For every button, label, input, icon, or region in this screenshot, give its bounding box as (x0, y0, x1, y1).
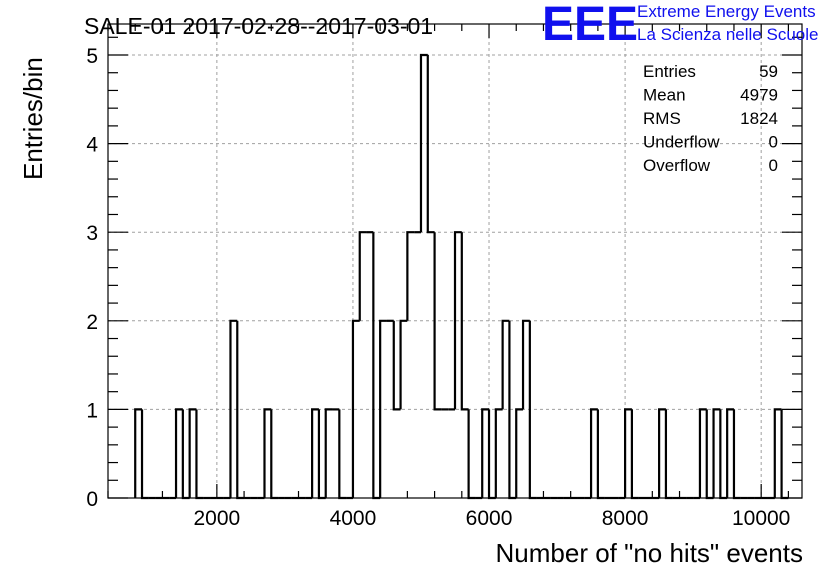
histogram-bin (780, 409, 789, 500)
histogram-bin (698, 408, 707, 498)
chart-title: SALE-01 2017-02-28--2017-03-01 (84, 13, 433, 39)
histogram-layer (134, 53, 789, 500)
histogram-bin (399, 319, 408, 410)
histogram-bin (433, 232, 442, 411)
stat-value: 59 (759, 62, 778, 81)
eee-logo: EEE Extreme Energy Events La Scienza nel… (542, 0, 818, 51)
histogram-bin (494, 408, 503, 498)
histogram-bin (453, 231, 462, 410)
histogram-bin (188, 408, 197, 498)
histogram-bin (623, 408, 632, 498)
histogram-bin (419, 53, 428, 233)
histogram-bin (589, 408, 598, 498)
stat-label: Overflow (643, 156, 711, 175)
histogram-bin (195, 409, 204, 500)
histogram-bin (664, 409, 673, 500)
histogram-bin (732, 409, 741, 500)
x-tick-label: 8000 (602, 507, 649, 530)
histogram-bin (338, 409, 347, 500)
histogram-bin (630, 409, 639, 500)
histogram-bin (174, 408, 183, 498)
grid-lines (108, 24, 802, 498)
y-tick-label: 0 (86, 488, 98, 511)
histogram-bin (426, 55, 435, 234)
x-axis-label: Number of "no hits" events (496, 538, 804, 568)
stat-value: 4979 (740, 86, 778, 105)
logo-line-2: La Scienza nelle Scuole (637, 25, 818, 44)
plot-frame (107, 23, 803, 499)
histogram-bin (229, 319, 238, 498)
histogram-bin (263, 408, 272, 498)
x-tick-label: 10000 (732, 507, 790, 530)
histogram-bin (596, 409, 605, 500)
histogram-bin (358, 231, 367, 321)
stat-label: Underflow (643, 133, 720, 152)
histogram-bin (140, 409, 149, 500)
histogram-bin (270, 409, 279, 500)
histogram-bin (351, 319, 360, 498)
x-tick-label: 6000 (466, 507, 513, 530)
stat-label: Mean (643, 86, 686, 105)
y-tick-label: 3 (86, 222, 98, 245)
axes: 2000 4000 6000 8000 10000 0 1 2 3 4 5 (86, 24, 802, 530)
histogram-bin (481, 408, 490, 498)
stat-value: 0 (769, 156, 778, 175)
histogram-bin (515, 408, 524, 498)
histogram-bin (379, 319, 387, 498)
x-tick-label: 4000 (330, 507, 377, 530)
histogram-bin (521, 319, 530, 410)
histogram-bin (460, 232, 469, 411)
histogram-bin (726, 408, 734, 498)
histogram-bin (467, 409, 476, 500)
histogram-bin (311, 408, 319, 498)
histogram-bin (773, 408, 782, 498)
histogram-bin (324, 408, 333, 498)
histogram-bin (501, 319, 510, 410)
histogram-bin (392, 320, 401, 411)
stats-box: Entries 59 Mean 4979 RMS 1824 Underflow 0 Overfl… (643, 62, 778, 175)
logo-mark: EEE (542, 0, 638, 51)
stat-value: 0 (769, 133, 778, 152)
histogram-bin (712, 408, 721, 498)
y-tick-label: 2 (86, 311, 98, 334)
histogram-bin (406, 231, 415, 321)
y-tick-label: 5 (86, 45, 98, 68)
logo-line-1: Extreme Energy Events (637, 2, 816, 21)
histogram-bin (134, 408, 143, 498)
stat-label: RMS (643, 109, 681, 128)
histogram-bin (658, 408, 666, 498)
stat-label: Entries (643, 62, 696, 81)
y-tick-label: 4 (86, 134, 98, 157)
y-tick-label: 1 (86, 399, 98, 422)
stat-value: 1824 (740, 109, 778, 128)
y-axis-label: Entries/bin (18, 57, 48, 180)
x-tick-label: 2000 (194, 507, 241, 530)
